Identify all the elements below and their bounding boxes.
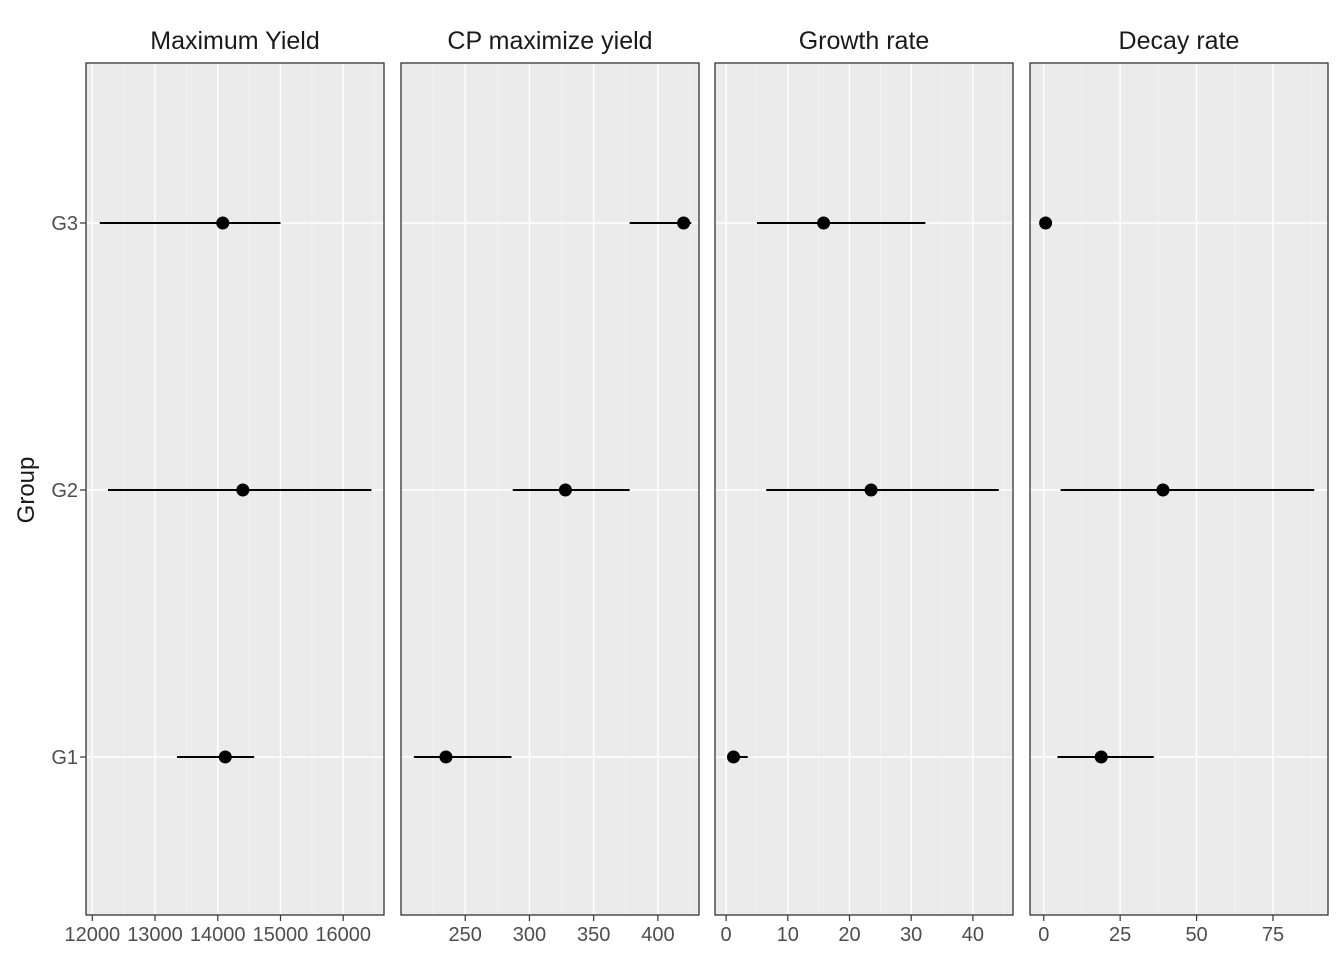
x-tick-label: 0 <box>721 924 732 946</box>
x-tick-label: 40 <box>962 924 984 946</box>
data-point <box>558 483 572 497</box>
data-point <box>727 750 741 764</box>
data-point <box>817 216 831 230</box>
panel-title: CP maximize yield <box>447 27 652 55</box>
x-tick-label: 25 <box>1109 924 1131 946</box>
x-tick-label: 14000 <box>190 924 246 946</box>
x-tick-label: 0 <box>1038 924 1049 946</box>
panel-title: Maximum Yield <box>150 27 320 55</box>
panel-title: Growth rate <box>799 27 930 55</box>
data-point <box>864 483 878 497</box>
y-tick-label: G3 <box>51 213 78 235</box>
x-tick-label: 400 <box>641 924 674 946</box>
panel-border <box>1029 62 1329 916</box>
panel-title: Decay rate <box>1119 27 1240 55</box>
panel-border <box>714 62 1014 916</box>
data-point <box>1039 216 1053 230</box>
data-point <box>236 483 250 497</box>
y-tick-label: G2 <box>51 480 78 502</box>
data-point <box>1156 483 1170 497</box>
x-tick-label: 350 <box>577 924 610 946</box>
x-tick-label: 16000 <box>315 924 371 946</box>
x-tick-label: 20 <box>838 924 860 946</box>
data-point <box>677 216 691 230</box>
data-point <box>439 750 453 764</box>
y-axis-title: Group <box>13 457 40 524</box>
data-point <box>1094 750 1108 764</box>
x-tick-label: 250 <box>449 924 482 946</box>
panel-border <box>400 62 700 916</box>
x-tick-label: 10 <box>777 924 799 946</box>
x-tick-label: 13000 <box>127 924 183 946</box>
x-tick-label: 50 <box>1185 924 1207 946</box>
data-point <box>216 216 230 230</box>
x-tick-label: 30 <box>900 924 922 946</box>
x-tick-label: 75 <box>1262 924 1284 946</box>
x-tick-label: 15000 <box>253 924 309 946</box>
x-tick-label: 300 <box>513 924 546 946</box>
x-tick-label: 12000 <box>64 924 120 946</box>
panel-border <box>85 62 385 916</box>
data-point <box>218 750 232 764</box>
y-tick-label: G1 <box>51 747 78 769</box>
